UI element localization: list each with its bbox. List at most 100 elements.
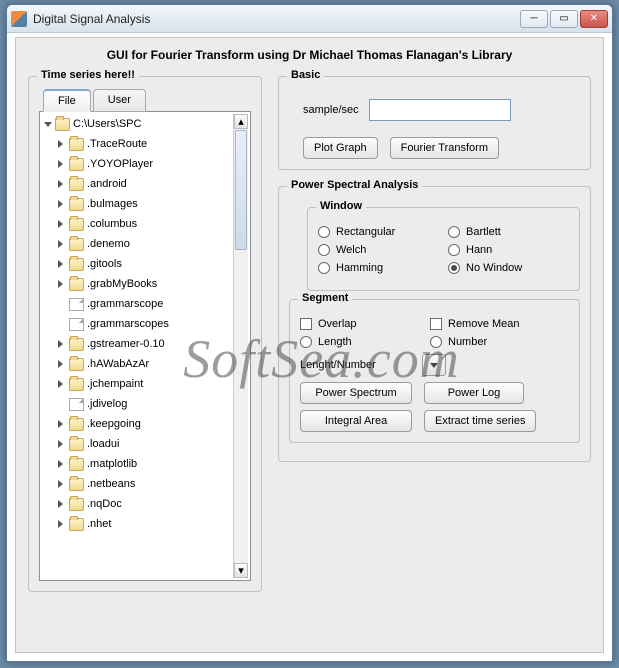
sample-rate-input[interactable] [369, 99, 511, 121]
tree-expand-icon[interactable] [58, 460, 66, 468]
tree-expand-icon[interactable] [58, 440, 66, 448]
tree-item[interactable]: .columbus [58, 214, 233, 234]
tree-expand-icon[interactable] [58, 140, 66, 148]
tree-expand-icon[interactable] [58, 520, 66, 528]
tree-expand-icon[interactable] [58, 420, 66, 428]
integral-area-button[interactable]: Integral Area [300, 410, 412, 432]
tree-item[interactable]: .YOYOPlayer [58, 154, 233, 174]
tree-item[interactable]: .bulmages [58, 194, 233, 214]
tree-expand-icon[interactable] [58, 380, 66, 388]
tree-expand-icon[interactable] [44, 120, 52, 128]
tree-expand-icon[interactable] [58, 480, 66, 488]
power-spectrum-button[interactable]: Power Spectrum [300, 382, 412, 404]
scroll-down-button[interactable]: ▾ [234, 563, 248, 578]
tree-leaf-spacer [58, 300, 66, 308]
tree-item[interactable]: .gitools [58, 254, 233, 274]
tree-item-label: .grammarscopes [87, 314, 169, 334]
tree-expand-icon[interactable] [58, 260, 66, 268]
tree-item-label: .jdivelog [87, 394, 127, 414]
tree-item[interactable]: .nhet [58, 514, 233, 534]
tree-expand-icon[interactable] [58, 500, 66, 508]
fourier-transform-button[interactable]: Fourier Transform [390, 137, 499, 159]
folder-icon [69, 278, 84, 291]
power-log-button[interactable]: Power Log [424, 382, 524, 404]
titlebar[interactable]: Digital Signal Analysis ─ ▭ ✕ [7, 5, 612, 33]
tree-item-label: .jchempaint [87, 374, 143, 394]
tree-expand-icon[interactable] [58, 180, 66, 188]
tree-item[interactable]: .TraceRoute [58, 134, 233, 154]
tree-item[interactable]: .matplotlib [58, 454, 233, 474]
tree-item-label: .denemo [87, 234, 130, 254]
tree-item[interactable]: .nqDoc [58, 494, 233, 514]
extract-time-series-button[interactable]: Extract time series [424, 410, 536, 432]
app-window: Digital Signal Analysis ─ ▭ ✕ GUI for Fo… [6, 4, 613, 662]
file-icon [69, 298, 84, 311]
tree-expand-icon[interactable] [58, 200, 66, 208]
tree-scrollbar[interactable]: ▴ ▾ [233, 114, 248, 578]
tree-expand-icon[interactable] [58, 160, 66, 168]
tree-item[interactable]: .grammarscopes [58, 314, 233, 334]
psa-panel: Power Spectral Analysis Window Rectangul… [278, 186, 591, 462]
remove-mean-checkbox[interactable]: Remove Mean [430, 318, 550, 330]
folder-icon [69, 178, 84, 191]
minimize-button[interactable]: ─ [520, 10, 548, 28]
tree-leaf-spacer [58, 320, 66, 328]
folder-icon [69, 238, 84, 251]
window-radio-bartlett[interactable]: Bartlett [448, 226, 568, 238]
tree-item[interactable]: .gstreamer-0.10 [58, 334, 233, 354]
tree-item-label: .android [87, 174, 127, 194]
tree-item[interactable]: .jdivelog [58, 394, 233, 414]
window-title: Digital Signal Analysis [33, 12, 520, 26]
folder-icon [69, 338, 84, 351]
plot-graph-button[interactable]: Plot Graph [303, 137, 378, 159]
tree-item[interactable]: .keepgoing [58, 414, 233, 434]
length-number-label: Lenght/Number [300, 359, 412, 371]
length-radio[interactable]: Length [300, 336, 420, 348]
window-radio-hann[interactable]: Hann [448, 244, 568, 256]
tree-root-label: C:\Users\SPC [73, 114, 141, 134]
tree-expand-icon[interactable] [58, 340, 66, 348]
close-button[interactable]: ✕ [580, 10, 608, 28]
tree-item[interactable]: .android [58, 174, 233, 194]
tree-expand-icon[interactable] [58, 360, 66, 368]
tree-item-label: .YOYOPlayer [87, 154, 153, 174]
basic-panel: Basic sample/sec Plot Graph Fourier Tran… [278, 76, 591, 170]
scroll-thumb[interactable] [235, 130, 247, 250]
tree-expand-icon[interactable] [58, 280, 66, 288]
window-radio-rectangular[interactable]: Rectangular [318, 226, 438, 238]
folder-icon [69, 438, 84, 451]
folder-icon [69, 218, 84, 231]
tree-item[interactable]: .loadui [58, 434, 233, 454]
maximize-button[interactable]: ▭ [550, 10, 578, 28]
tree-item-label: .TraceRoute [87, 134, 147, 154]
overlap-checkbox[interactable]: Overlap [300, 318, 420, 330]
length-number-combo[interactable] [422, 354, 446, 376]
file-tree[interactable]: C:\Users\SPC.TraceRoute.YOYOPlayer.andro… [42, 114, 233, 578]
folder-icon [69, 158, 84, 171]
folder-icon [69, 358, 84, 371]
time-series-panel: Time series here!! File User C:\Users\SP… [28, 76, 262, 592]
window-radio-label: Welch [336, 244, 366, 256]
tree-item[interactable]: .grabMyBooks [58, 274, 233, 294]
psa-title: Power Spectral Analysis [287, 179, 422, 191]
tree-item[interactable]: .netbeans [58, 474, 233, 494]
scroll-up-button[interactable]: ▴ [234, 114, 248, 129]
folder-icon [69, 378, 84, 391]
tree-expand-icon[interactable] [58, 240, 66, 248]
tree-item[interactable]: .hAWabAzAr [58, 354, 233, 374]
tree-item[interactable]: .jchempaint [58, 374, 233, 394]
number-radio[interactable]: Number [430, 336, 550, 348]
tree-item[interactable]: .grammarscope [58, 294, 233, 314]
window-radio-no-window[interactable]: No Window [448, 262, 568, 274]
time-series-title: Time series here!! [37, 69, 139, 81]
tree-root[interactable]: C:\Users\SPC [44, 114, 233, 134]
window-radio-hamming[interactable]: Hamming [318, 262, 438, 274]
tree-item[interactable]: .denemo [58, 234, 233, 254]
tab-file[interactable]: File [43, 89, 91, 112]
tree-expand-icon[interactable] [58, 220, 66, 228]
tab-user[interactable]: User [93, 89, 146, 112]
window-radio-welch[interactable]: Welch [318, 244, 438, 256]
file-tree-container: C:\Users\SPC.TraceRoute.YOYOPlayer.andro… [39, 111, 251, 581]
tree-item-label: .hAWabAzAr [87, 354, 149, 374]
tree-item-label: .grammarscope [87, 294, 163, 314]
